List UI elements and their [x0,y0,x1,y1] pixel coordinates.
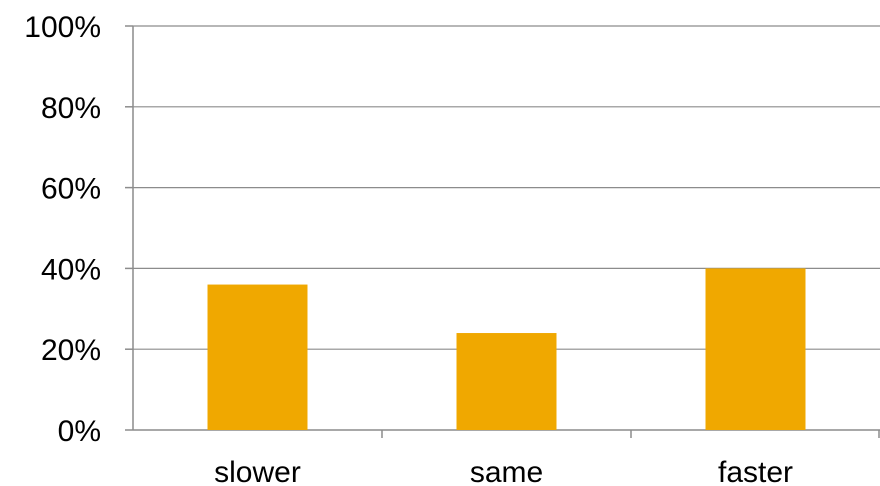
bar-same [456,333,557,430]
x-category-label: faster [718,456,793,486]
y-tick-label: 80% [41,92,101,125]
x-category-label: slower [214,456,301,486]
y-tick-label: 100% [24,11,101,44]
y-tick-label: 60% [41,173,101,206]
y-tick-label: 0% [58,415,101,448]
y-tick-label: 20% [41,334,101,367]
x-category-label: same [470,456,543,486]
bar-faster [705,268,806,430]
y-tick-label: 40% [41,253,101,286]
bar-slower [207,284,308,430]
